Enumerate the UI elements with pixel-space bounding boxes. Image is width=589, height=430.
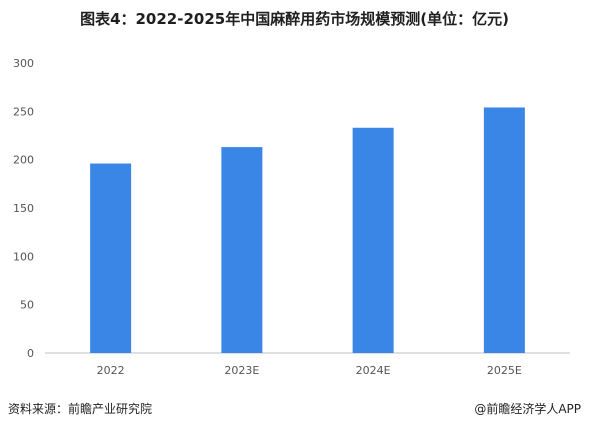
chart-title: 图表4：2022-2025年中国麻醉用药市场规模预测(单位：亿元) — [80, 10, 509, 28]
bar-2024e — [352, 127, 394, 354]
y-tick-label: 100 — [13, 250, 34, 263]
x-tick-label: 2023E — [224, 364, 259, 377]
y-tick-label: 300 — [13, 57, 34, 70]
bar-2022 — [90, 163, 132, 353]
y-tick-label: 200 — [13, 154, 34, 167]
y-tick-label: 150 — [13, 202, 34, 215]
credit-note: @前瞻经济学人APP — [474, 402, 581, 416]
bar-2025e — [483, 107, 525, 353]
x-tick-label: 2024E — [356, 364, 391, 377]
y-tick-label: 250 — [13, 105, 34, 118]
x-tick-label: 2025E — [487, 364, 522, 377]
y-tick-label: 50 — [20, 299, 34, 312]
source-note: 资料来源：前瞻产业研究院 — [8, 402, 153, 416]
y-tick-label: 0 — [27, 347, 34, 360]
x-tick-label: 2022 — [97, 364, 125, 377]
bar-2023e — [221, 147, 263, 353]
